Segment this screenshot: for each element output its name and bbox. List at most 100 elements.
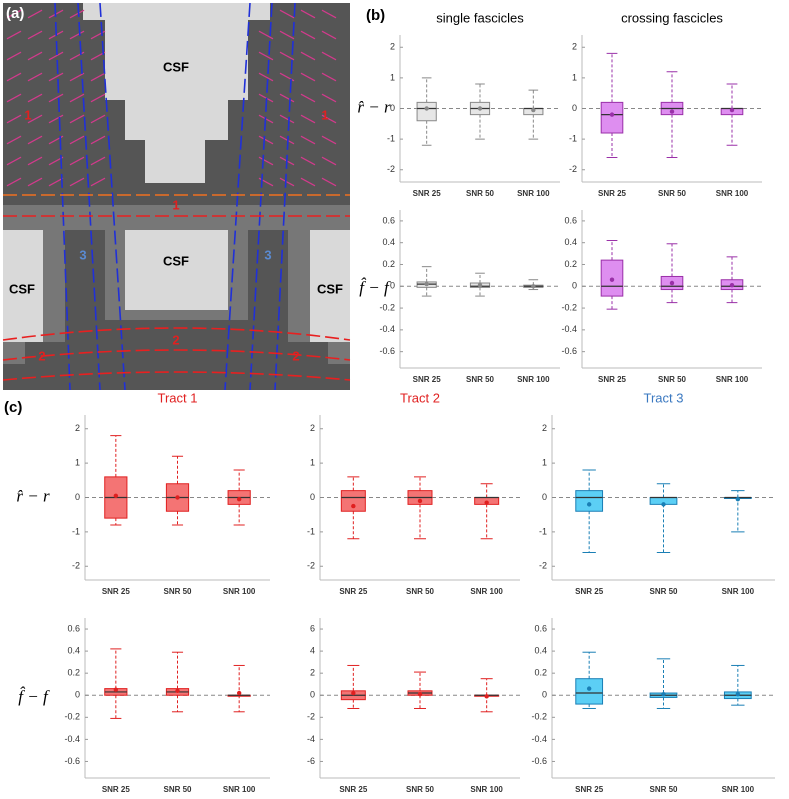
y-tick-label: -0.6 (531, 756, 547, 766)
y-tick-label: 0 (572, 103, 577, 113)
chart-title: Tract 2 (400, 390, 440, 405)
y-tick-label: -1 (72, 526, 80, 536)
region-label: CSF (163, 59, 189, 74)
y-tick-label: 0 (390, 281, 395, 291)
x-tick-label: SNR 25 (339, 785, 368, 794)
csf-region (83, 3, 270, 183)
y-tick-label: 2 (75, 423, 80, 433)
y-tick-label: 0 (310, 492, 315, 502)
y-tick-label: 1 (542, 458, 547, 468)
partial-volume (328, 342, 350, 364)
x-tick-label: SNR 50 (163, 587, 192, 596)
fiber-segment (27, 156, 43, 166)
x-tick-label: SNR 25 (575, 587, 604, 596)
mean (477, 106, 483, 111)
fiber-segment (27, 72, 43, 82)
x-tick-label: SNR 50 (163, 785, 192, 794)
panel-label: (b) (366, 7, 385, 24)
fiber-segment (69, 156, 85, 166)
fiber-segment (27, 93, 43, 103)
x-tick-label: SNR 100 (223, 785, 256, 794)
y-tick-label: 1 (390, 72, 395, 82)
fiber-segment (48, 51, 64, 61)
fiber-segment (27, 9, 43, 19)
fiber-segment (6, 30, 22, 40)
fiber-segment (90, 135, 106, 145)
mean (175, 495, 180, 500)
fiber-segment (6, 135, 22, 145)
y-tick-label: 2 (572, 42, 577, 52)
fiber-tract-3 (249, 2, 273, 391)
panel-label: (c) (4, 399, 22, 416)
y-tick-label: 2 (390, 42, 395, 52)
y-tick-label: -0.4 (64, 734, 80, 744)
y-tick-label: -0.6 (64, 756, 80, 766)
region-label: 2 (38, 348, 45, 363)
x-tick-label: SNR 100 (223, 587, 256, 596)
fiber-segment (90, 114, 106, 124)
x-tick-label: SNR 50 (406, 587, 435, 596)
fiber-segment (69, 114, 85, 124)
fiber-segment (300, 177, 316, 187)
fiber-segment (321, 177, 337, 187)
fiber-segment (27, 114, 43, 124)
x-tick-label: SNR 100 (470, 785, 503, 794)
y-tick-label: -1 (307, 526, 315, 536)
fiber-tract-3 (77, 2, 101, 391)
x-tick-label: SNR 25 (102, 785, 131, 794)
y-tick-label: -0.6 (561, 346, 577, 356)
x-tick-label: SNR 25 (598, 375, 627, 384)
fiber-segment (69, 177, 85, 187)
y-tick-label: 1 (310, 458, 315, 468)
x-tick-label: SNR 25 (339, 587, 368, 596)
fiber-segment (321, 51, 337, 61)
region-label: 2 (172, 332, 179, 347)
box (575, 490, 604, 512)
mean (236, 497, 242, 502)
x-tick-label: SNR 25 (102, 587, 131, 596)
mean (175, 688, 180, 694)
chart-title: single fascicles (436, 10, 524, 25)
y-axis-label: r̂ − r (357, 97, 391, 116)
fiber-segment (258, 135, 274, 145)
fiber-segment (69, 72, 85, 82)
mean (661, 691, 666, 697)
y-tick-label: 0.6 (564, 215, 577, 225)
y-tick-label: -2 (387, 164, 395, 174)
fiber-segment (48, 93, 64, 103)
y-tick-label: 0 (75, 492, 80, 502)
mean (484, 500, 489, 505)
y-tick-label: 2 (310, 668, 315, 678)
mean (417, 691, 423, 697)
y-tick-label: 0 (542, 690, 547, 700)
partial-volume (3, 205, 350, 230)
mean (417, 498, 423, 504)
panel-a-image (2, 2, 351, 391)
mean (351, 503, 356, 509)
fiber-segment (321, 114, 337, 124)
y-tick-label: -2 (72, 561, 80, 571)
fiber-segment (6, 93, 22, 103)
fiber-segment (69, 30, 85, 40)
fiber-segment (27, 135, 43, 145)
panel-label: (a) (6, 5, 24, 22)
y-tick-label: -2 (539, 561, 547, 571)
fiber-segment (300, 135, 316, 145)
y-axis-label: r̂ − r (16, 486, 50, 505)
y-tick-label: -2 (307, 561, 315, 571)
x-tick-label: SNR 25 (413, 375, 442, 384)
fiber-segment (6, 156, 22, 166)
mean (424, 281, 429, 287)
fiber-segment (90, 156, 106, 166)
chart-title: crossing fascicles (621, 10, 723, 25)
mean (735, 691, 741, 697)
mean (609, 277, 615, 282)
mean (424, 106, 429, 111)
fiber-segment (321, 156, 337, 166)
fiber-tract-3 (54, 2, 71, 391)
y-tick-label: 0 (310, 690, 315, 700)
x-tick-label: SNR 100 (517, 189, 550, 198)
fiber-segment (90, 93, 106, 103)
y-tick-label: -4 (307, 734, 315, 744)
region-label: 3 (264, 247, 271, 262)
